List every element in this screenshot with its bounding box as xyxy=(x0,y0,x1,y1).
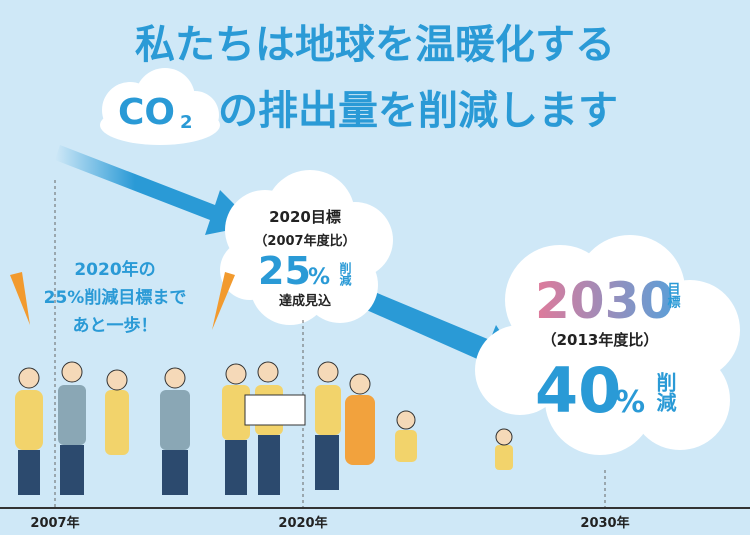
callout: 2020年の xyxy=(74,259,155,280)
target-unit: % xyxy=(615,385,645,420)
goal-unit: % xyxy=(308,265,330,290)
co2-cloud xyxy=(100,68,220,145)
timeline-label: 2020年 xyxy=(278,515,327,531)
goal-reduction: 削減 xyxy=(338,261,352,287)
people xyxy=(15,361,513,495)
target-year: 2030 xyxy=(535,272,674,330)
arrow xyxy=(55,145,255,235)
timeline-label: 2007年 xyxy=(30,515,79,531)
guide-lines xyxy=(54,180,606,508)
goal-number: 25 xyxy=(258,249,311,293)
callout: 25%削減目標まで xyxy=(44,287,187,308)
title: の排出量を削減します xyxy=(218,88,618,134)
target-reduction: 削減 xyxy=(653,371,677,413)
target-label: 目標 xyxy=(665,282,681,309)
callout: あと一歩！ xyxy=(73,315,158,336)
accent xyxy=(212,272,235,330)
target-basis: （2013年度比） xyxy=(542,331,659,349)
target-number: 40 xyxy=(535,354,621,427)
title: 私たちは地球を温暖化する xyxy=(135,22,615,68)
goal-basis: （2007年度比） xyxy=(254,233,355,249)
goal-2020-cloud xyxy=(220,170,393,325)
co2: CO xyxy=(118,92,175,133)
goal-2030-cloud xyxy=(475,235,740,455)
goal-heading: 2020目標 xyxy=(269,208,341,226)
box xyxy=(244,394,306,426)
goal-status: 達成見込 xyxy=(279,293,332,309)
timeline-label: 2030年 xyxy=(580,515,629,531)
co2-subscript: 2 xyxy=(180,112,193,133)
accent xyxy=(10,272,30,325)
